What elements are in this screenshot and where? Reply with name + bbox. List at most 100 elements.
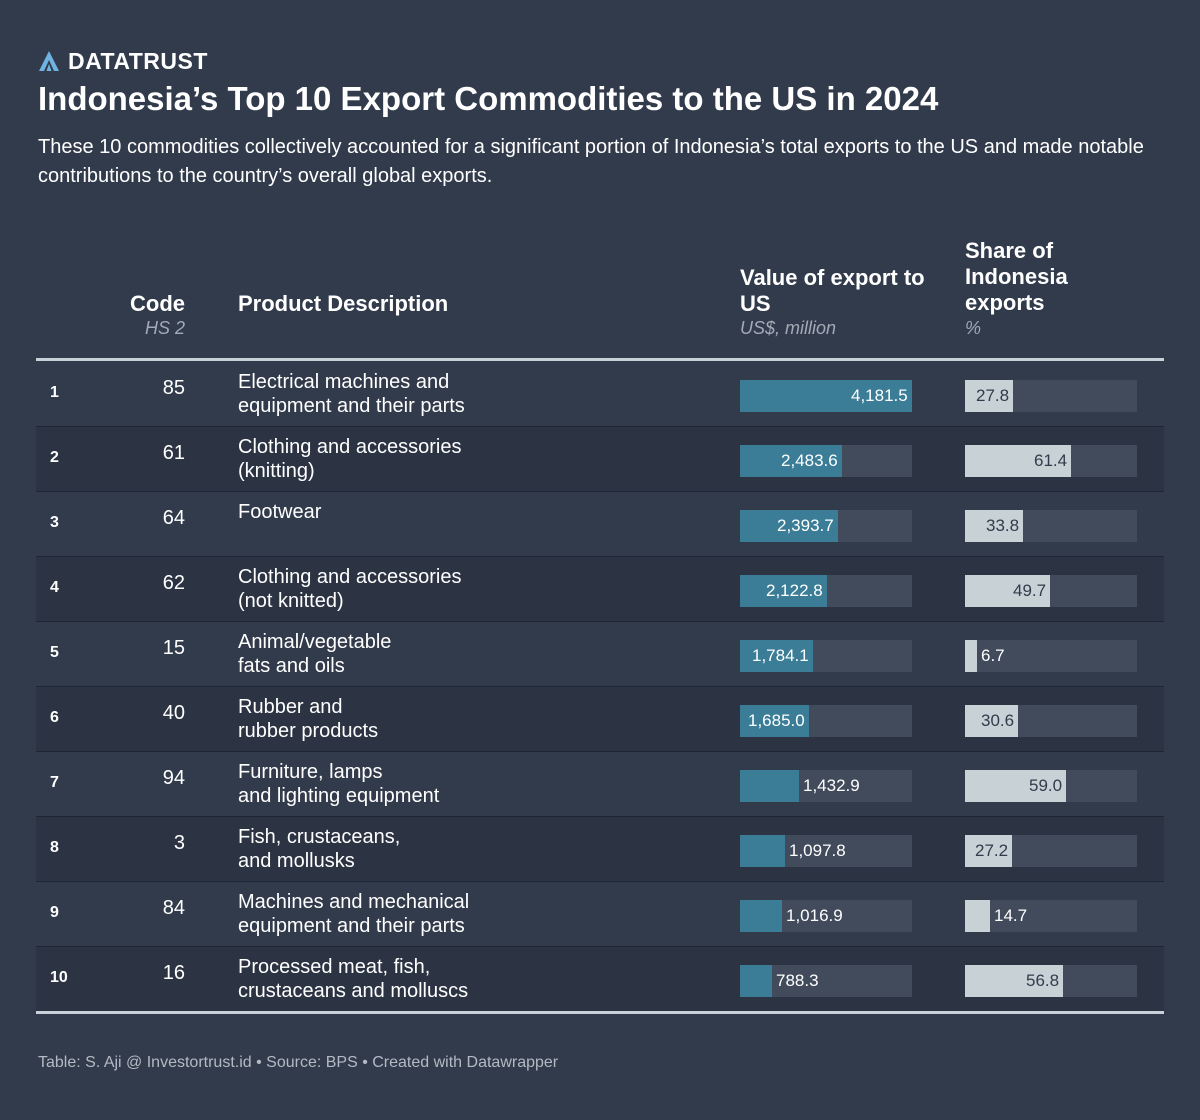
share-label: 27.8 — [976, 386, 1010, 405]
value-bar — [740, 380, 912, 412]
brand: DATATRUST — [38, 48, 208, 74]
row-description: Clothing and accessories (not knitted) — [238, 565, 708, 613]
value-bar-track: 1,097.8 — [740, 835, 912, 867]
row-description: Animal/vegetable fats and oils — [238, 630, 708, 678]
row-code: 15 — [162, 637, 185, 659]
row-code: 16 — [162, 962, 185, 984]
row-description-line-2: equipment and their parts — [238, 395, 465, 417]
row-description-line-1: Clothing and accessories — [238, 566, 462, 588]
share-bar — [965, 380, 1013, 412]
table-row: 5 15 Animal/vegetable fats and oils 1,784.1 6… — [36, 622, 1164, 687]
share-label: 33.8 — [986, 516, 1020, 535]
value-bar — [740, 965, 772, 997]
row-rank: 10 — [50, 969, 68, 986]
table-top-rule — [36, 358, 1164, 361]
table-row: 10 16 Processed meat, fish, crustaceans and… — [36, 947, 1164, 1011]
row-description-line-2: (not knitted) — [238, 590, 344, 612]
share-label: 14.7 — [994, 906, 1028, 925]
value-label: 1,016.9 — [786, 906, 843, 925]
row-description-line-2: and lighting equipment — [238, 785, 440, 807]
row-code: 85 — [162, 377, 185, 399]
row-code: 64 — [162, 507, 185, 529]
table-row: 3 64 Footwear 2,393.7 33.8 — [36, 492, 1164, 557]
table-row: 9 84 Machines and mechanical equipment and … — [36, 882, 1164, 947]
table-row: 7 94 Furniture, lamps and lighting equipmen… — [36, 752, 1164, 817]
row-description: Machines and mechanical equipment and the… — [238, 890, 708, 938]
table-bottom-rule — [36, 1011, 1164, 1014]
row-description-line-2: fats and oils — [238, 655, 345, 677]
share-bar-track: 27.8 — [965, 380, 1137, 412]
table-row: 1 85 Electrical machines and equipment and … — [36, 362, 1164, 427]
header-value-sub: US$, million — [740, 318, 837, 338]
value-bar — [740, 835, 785, 867]
value-label: 1,685.0 — [748, 711, 805, 730]
row-description-line-2: rubber products — [238, 720, 379, 742]
value-bar — [740, 640, 813, 672]
row-description-line-1: Machines and mechanical — [238, 891, 470, 913]
row-code: 62 — [162, 572, 185, 594]
row-rank: 8 — [50, 839, 59, 856]
table-row: 2 61 Clothing and accessories (knitting) 2,4… — [36, 427, 1164, 492]
row-description-line-2: and mollusks — [238, 850, 355, 872]
share-bar — [965, 835, 1012, 867]
row-rank: 7 — [50, 774, 59, 791]
value-bar-track: 2,393.7 — [740, 510, 912, 542]
share-bar — [965, 445, 1071, 477]
value-bar-track: 1,784.1 — [740, 640, 912, 672]
row-code: 94 — [162, 767, 185, 789]
row-description: Footwear — [238, 500, 708, 524]
value-bar — [740, 770, 799, 802]
row-code: 40 — [162, 702, 185, 724]
share-label: 6.7 — [981, 646, 1005, 665]
value-label: 788.3 — [776, 971, 819, 990]
row-rank: 3 — [50, 514, 59, 531]
row-description-line-1: Fish, crustaceans, — [238, 826, 401, 848]
row-description: Processed meat, fish, crustaceans and mol… — [238, 955, 708, 1003]
row-description-line-2: (knitting) — [238, 460, 315, 482]
row-rank: 2 — [50, 449, 59, 466]
share-bar-track: 14.7 — [965, 900, 1137, 932]
header-share-sub: % — [965, 318, 982, 338]
share-bar-track: 33.8 — [965, 510, 1137, 542]
share-bar-track: 6.7 — [965, 640, 1137, 672]
row-description-line-1: Electrical machines and — [238, 371, 450, 393]
header-share: Share of Indonesia exports — [965, 238, 1068, 315]
value-bar-track: 4,181.5 — [740, 380, 912, 412]
share-bar-track: 59.0 — [965, 770, 1137, 802]
value-label: 1,097.8 — [789, 841, 846, 860]
row-description-line-2: crustaceans and molluscs — [238, 980, 469, 1002]
value-bar-track: 1,685.0 — [740, 705, 912, 737]
row-code: 3 — [173, 832, 185, 854]
row-description-line-1: Animal/vegetable — [238, 631, 392, 653]
share-label: 49.7 — [1013, 581, 1047, 600]
value-bar — [740, 900, 782, 932]
share-bar — [965, 640, 977, 672]
row-rank: 4 — [50, 579, 59, 596]
header-code: Code — [130, 291, 185, 316]
value-bar — [740, 445, 842, 477]
share-label: 27.2 — [975, 841, 1009, 860]
value-label: 1,784.1 — [752, 646, 809, 665]
share-bar — [965, 900, 990, 932]
chart-title: Indonesia’s Top 10 Export Commodities to… — [38, 80, 939, 117]
table-row: 8 3 Fish, crustaceans, and mollusks 1,097.8 2… — [36, 817, 1164, 882]
value-label: 1,432.9 — [803, 776, 860, 795]
chart-subtitle: These 10 commodities collectively accoun… — [38, 136, 1144, 187]
row-description: Furniture, lamps and lighting equipment — [238, 760, 708, 808]
share-bar — [965, 965, 1063, 997]
row-description: Clothing and accessories (knitting) — [238, 435, 708, 483]
row-description-line-1: Clothing and accessories — [238, 436, 462, 458]
value-label: 2,393.7 — [777, 516, 834, 535]
row-rank: 9 — [50, 904, 59, 921]
table-row: 4 62 Clothing and accessories (not knitted)… — [36, 557, 1164, 622]
value-bar-track: 2,483.6 — [740, 445, 912, 477]
footer-credits: Table: S. Aji @ Investortrust.id • Sourc… — [38, 1054, 559, 1071]
value-bar — [740, 575, 827, 607]
header-code-sub: HS 2 — [144, 318, 185, 338]
value-bar — [740, 705, 809, 737]
share-label: 59.0 — [1029, 776, 1063, 795]
value-bar-track: 788.3 — [740, 965, 912, 997]
value-label: 2,483.6 — [781, 451, 838, 470]
share-bar — [965, 575, 1050, 607]
table-row: 6 40 Rubber and rubber products 1,685.0 30.6 — [36, 687, 1164, 752]
